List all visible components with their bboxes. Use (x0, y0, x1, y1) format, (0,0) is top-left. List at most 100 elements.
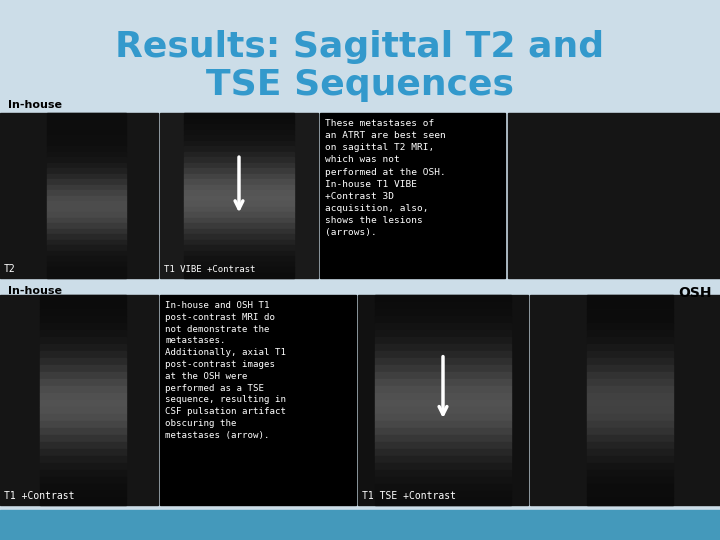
Bar (48, 195, 127, 201)
Bar (375, 428, 511, 435)
Bar (184, 124, 294, 130)
Bar (184, 218, 294, 223)
Bar (375, 400, 511, 407)
Bar (48, 152, 127, 157)
Bar (48, 113, 127, 118)
Bar (375, 456, 511, 463)
Bar (184, 118, 294, 124)
Bar (587, 400, 672, 407)
Bar (40, 456, 127, 463)
Text: These metastases of
an ATRT are best seen
on sagittal T2 MRI,
which was not
perf: These metastases of an ATRT are best see… (325, 119, 446, 238)
Bar (375, 491, 511, 498)
Text: OSH: OSH (678, 286, 712, 300)
Bar (40, 309, 127, 316)
Bar (587, 372, 672, 379)
Bar (48, 190, 127, 195)
Bar (375, 477, 511, 484)
Bar (587, 498, 672, 505)
Bar (48, 130, 127, 135)
Bar (375, 295, 511, 302)
Bar (184, 234, 294, 240)
Text: In-house: In-house (8, 286, 62, 296)
Bar (40, 393, 127, 400)
Bar (375, 442, 511, 449)
Bar (184, 157, 294, 163)
Bar (375, 330, 511, 337)
Bar (587, 295, 672, 302)
Bar (184, 212, 294, 218)
Bar (48, 228, 127, 234)
Bar (0, 510, 720, 540)
Bar (40, 428, 127, 435)
Bar (587, 449, 672, 456)
Bar (40, 351, 127, 358)
Text: T1 TSE +Contrast: T1 TSE +Contrast (362, 491, 456, 501)
Bar (40, 330, 127, 337)
Bar (530, 295, 720, 505)
Bar (587, 379, 672, 386)
Bar (184, 267, 294, 273)
Bar (48, 234, 127, 240)
Bar (184, 261, 294, 267)
Bar (40, 316, 127, 323)
Bar (48, 273, 127, 278)
Bar (48, 135, 127, 140)
Bar (48, 140, 127, 146)
Bar (40, 323, 127, 330)
Bar (48, 146, 127, 152)
Bar (375, 414, 511, 421)
Bar (40, 386, 127, 393)
Bar (184, 206, 294, 212)
Bar (48, 124, 127, 130)
Bar (160, 295, 356, 505)
Bar (40, 421, 127, 428)
Text: TSE Sequences: TSE Sequences (206, 68, 514, 102)
Bar (375, 372, 511, 379)
Bar (184, 179, 294, 185)
Bar (587, 316, 672, 323)
Bar (48, 173, 127, 179)
Bar (587, 393, 672, 400)
Bar (40, 449, 127, 456)
Bar (0, 295, 158, 505)
Bar (40, 400, 127, 407)
Bar (375, 379, 511, 386)
Bar (587, 470, 672, 477)
Bar (48, 218, 127, 223)
Bar (40, 414, 127, 421)
Bar (320, 113, 505, 278)
Bar (184, 190, 294, 195)
Bar (375, 449, 511, 456)
Bar (184, 185, 294, 190)
Bar (375, 323, 511, 330)
Bar (375, 302, 511, 309)
Bar (48, 201, 127, 206)
Bar (184, 201, 294, 206)
Bar (587, 358, 672, 365)
Bar (48, 163, 127, 168)
Bar (375, 344, 511, 351)
Bar (587, 435, 672, 442)
Text: In-house: In-house (8, 100, 62, 110)
Bar (587, 330, 672, 337)
Bar (48, 267, 127, 273)
Bar (40, 302, 127, 309)
Bar (40, 470, 127, 477)
Bar (40, 463, 127, 470)
Bar (587, 386, 672, 393)
Bar (184, 113, 294, 118)
Bar (375, 337, 511, 344)
Bar (40, 295, 127, 302)
Text: In-house and OSH T1
post-contrast MRI do
not demonstrate the
metastases.
Additio: In-house and OSH T1 post-contrast MRI do… (165, 301, 286, 440)
Bar (587, 491, 672, 498)
Bar (48, 223, 127, 228)
Bar (184, 163, 294, 168)
Bar (40, 477, 127, 484)
Bar (375, 435, 511, 442)
Bar (587, 302, 672, 309)
Bar (48, 240, 127, 245)
Bar (375, 421, 511, 428)
Bar (184, 195, 294, 201)
Bar (40, 372, 127, 379)
Text: Results: Sagittal T2 and: Results: Sagittal T2 and (115, 30, 605, 64)
